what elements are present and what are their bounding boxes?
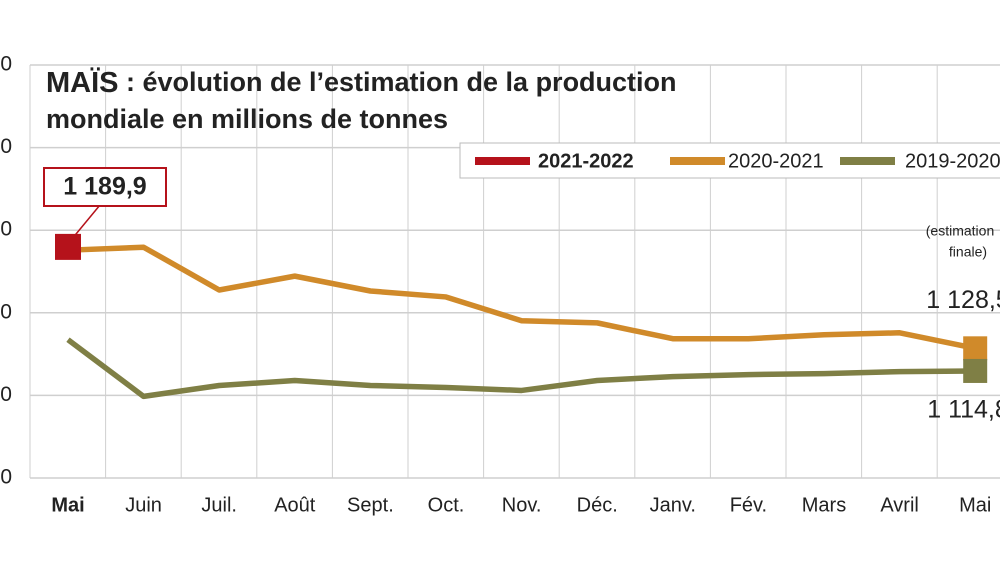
x-tick-label: Fév.: [730, 494, 767, 516]
x-tick-label: Déc.: [577, 494, 618, 516]
y-tick-label: 1200: [0, 218, 12, 241]
chart-title: MAÏS : évolution de l’estimation de la p…: [46, 66, 677, 99]
point-marker: [55, 233, 81, 260]
point-marker: [963, 336, 988, 361]
x-tick-label: Juil.: [201, 494, 237, 516]
legend-label: 2021-2022: [538, 150, 634, 172]
y-tick-label: 1150: [0, 300, 12, 323]
plot: [55, 233, 988, 400]
x-tick-label: Mai: [959, 494, 991, 516]
label-leader: [71, 204, 101, 240]
y-tick-label: 1300: [0, 53, 12, 76]
x-tick-label: Nov.: [502, 494, 542, 516]
point-marker: [963, 358, 988, 383]
y-tick-label: 1250: [0, 135, 12, 158]
annotation: finale): [949, 244, 987, 260]
x-tick-label: Janv.: [650, 494, 696, 516]
y-tick-label: 1100: [0, 383, 12, 406]
title-rest: : évolution de l’estimation de la produc…: [119, 67, 677, 97]
legend-label: 2019-2020: [905, 150, 1000, 172]
x-tick-label: Juin: [125, 494, 162, 516]
legend-label: 2020-2021: [728, 150, 824, 172]
value-label: 1 128,5: [926, 286, 1000, 314]
value-label: 1 114,8: [927, 396, 1000, 424]
chart-title: mondiale en millions de tonnes: [46, 104, 448, 134]
x-tick-label: Mai: [51, 494, 84, 516]
legend-box: [459, 142, 1000, 179]
value-label: 1 189,9: [63, 173, 146, 201]
label-box: [43, 167, 167, 207]
y-tick-label: 1050: [0, 466, 12, 489]
annotation: (estimation: [926, 223, 994, 239]
title-bold: MAÏS: [46, 66, 119, 99]
series-line: [67, 244, 976, 352]
series-line: [66, 337, 976, 400]
x-tick-label: Sept.: [347, 494, 394, 516]
x-tick-label: Août: [274, 494, 316, 516]
x-tick-label: Avril: [880, 494, 919, 516]
x-tick-label: Mars: [802, 494, 846, 516]
x-tick-label: Oct.: [428, 494, 465, 516]
